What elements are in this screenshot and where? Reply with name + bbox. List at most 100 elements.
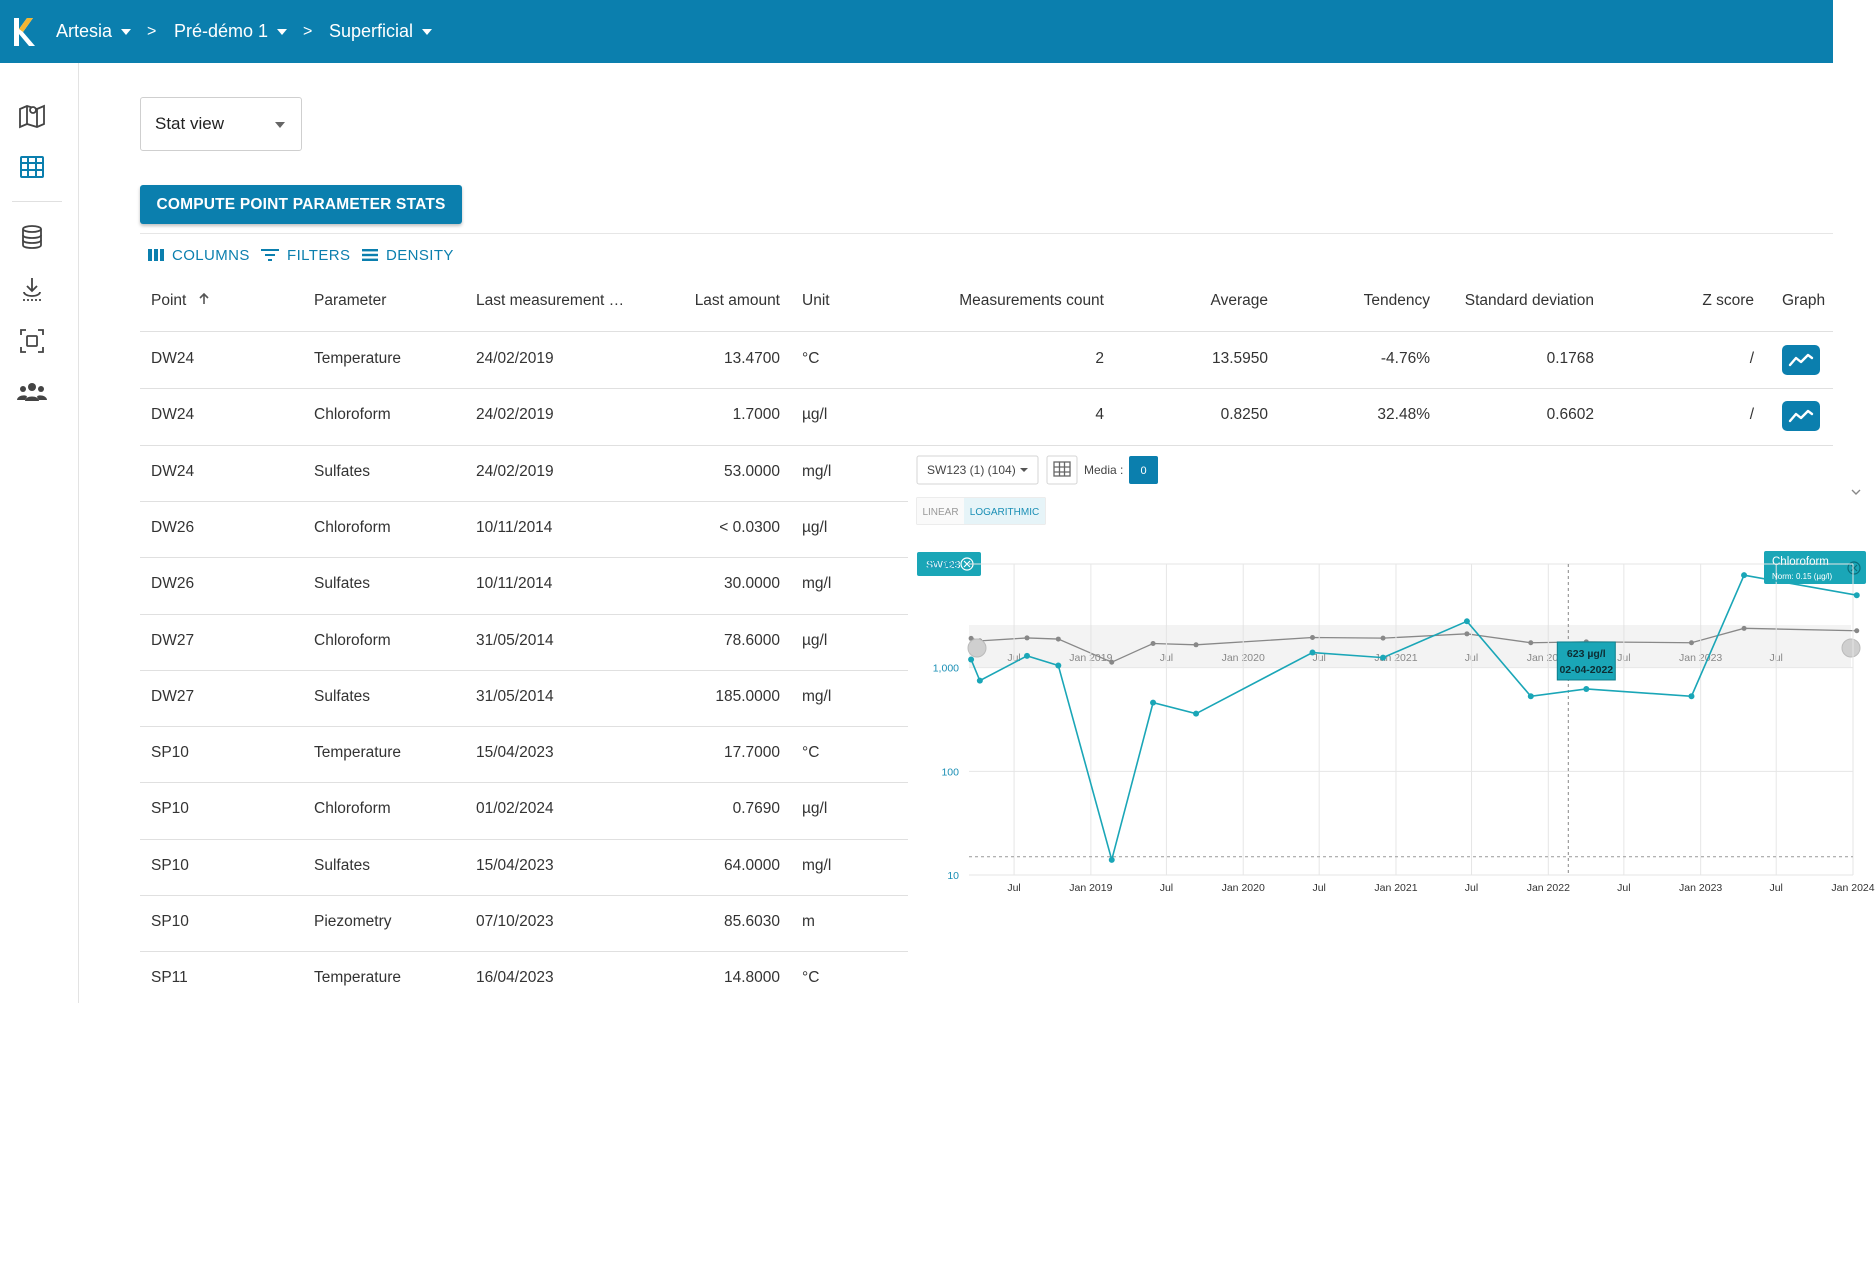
graph-button[interactable] — [1782, 401, 1820, 432]
breadcrumb-study[interactable]: Pré-démo 1 — [174, 0, 288, 63]
x-tick-label: Jan 2020 — [1222, 882, 1265, 894]
cell-point: DW24 — [151, 462, 195, 480]
map-icon[interactable] — [16, 99, 48, 131]
column-header-count[interactable]: Measurements count — [959, 292, 1104, 309]
chart-series — [968, 572, 1860, 863]
station-select[interactable]: SW123 (1) (104) — [916, 455, 1039, 485]
scale-log-button[interactable]: LOGARITHMIC — [964, 498, 1045, 524]
cell-average: 0.8250 — [1220, 406, 1268, 424]
breadcrumb-label: Artesia — [56, 21, 113, 41]
column-header-parameter[interactable]: Parameter — [314, 292, 387, 309]
breadcrumb-label: Pré-démo 1 — [174, 21, 269, 41]
cell-unit: mg/l — [802, 462, 832, 480]
cell-unit: m — [802, 913, 815, 930]
x-tick-label: Jan 2019 — [1069, 882, 1112, 894]
station-chip-label: SW123 — [926, 559, 961, 571]
station-chip[interactable]: SW123 — [917, 552, 981, 576]
cell-unit: mg/l — [802, 856, 832, 874]
graph-button[interactable] — [1782, 345, 1820, 375]
cell-parameter: Temperature — [314, 744, 402, 762]
filters-label: FILTERS — [287, 246, 351, 264]
cell-last-measurement: 15/04/2023 — [476, 744, 554, 762]
top-app-bar: Artesia > Pré-démo 1 > Superficial — [0, 0, 1833, 63]
cell-last-measurement: 24/02/2019 — [476, 350, 554, 367]
cell-point: SP10 — [151, 856, 189, 874]
collapse-chevron-icon[interactable] — [1851, 489, 1861, 495]
cell-last-measurement: 15/04/2023 — [476, 856, 554, 874]
sidebar — [0, 63, 79, 1003]
column-header-stddev[interactable]: Standard deviation — [1464, 292, 1594, 309]
column-header-tendency[interactable]: Tendency — [1363, 292, 1430, 309]
density-icon — [362, 249, 378, 261]
cell-unit: µg/l — [802, 406, 828, 424]
download-icon[interactable] — [16, 273, 48, 305]
y-tick-label: 1,000 — [933, 663, 959, 675]
navigator-point — [1109, 659, 1115, 665]
y-tick-label: 10 — [947, 870, 959, 882]
app-logo-icon[interactable] — [8, 12, 40, 52]
column-header-unit[interactable]: Unit — [802, 292, 830, 309]
data-point — [1024, 652, 1031, 659]
cell-last-amount: 78.6000 — [723, 631, 780, 649]
column-header-last-amount[interactable]: Last amount — [694, 292, 780, 309]
row-divider — [140, 726, 908, 727]
view-select[interactable]: Stat view — [140, 97, 302, 151]
cell-point: DW27 — [151, 631, 195, 649]
row-divider — [140, 557, 908, 558]
scale-linear-button[interactable]: LINEAR — [917, 498, 964, 524]
data-point — [1108, 856, 1115, 863]
x-tick-label: Jul — [1769, 882, 1782, 894]
x-tick-label: Jan 2021 — [1374, 882, 1417, 894]
parameter-chip[interactable]: Chloroform Norm: 0.15 (µg/l) — [1764, 551, 1866, 584]
selection-icon[interactable] — [16, 325, 48, 357]
media-count-badge[interactable]: 0 — [1129, 456, 1158, 484]
media-table-button[interactable] — [1046, 455, 1078, 485]
filters-button[interactable]: FILTERS — [261, 244, 350, 266]
header-divider — [140, 331, 1833, 332]
cell-unit: µg/l — [802, 800, 828, 818]
chevron-down-icon — [275, 122, 285, 128]
close-icon[interactable] — [1847, 561, 1861, 575]
cell-last-measurement: 01/02/2024 — [476, 800, 554, 818]
column-header-label: Point — [151, 292, 187, 309]
station-select-value: SW123 (1) (104) — [927, 463, 1016, 477]
x-tick-label: Jul — [1007, 882, 1020, 894]
cell-unit: µg/l — [802, 631, 828, 649]
database-icon[interactable] — [16, 221, 48, 253]
chart-gridlines — [969, 563, 1854, 876]
x-tick-label: Jan 2024 — [1831, 882, 1874, 894]
navigator-right-handle[interactable] — [1841, 638, 1861, 658]
columns-button[interactable]: COLUMNS — [148, 244, 250, 266]
chart-tooltip: 623 µg/l 02-04-2022 — [1556, 641, 1616, 681]
breadcrumb-network[interactable]: Superficial — [329, 0, 433, 63]
column-header-average[interactable]: Average — [1210, 292, 1268, 309]
cell-point: DW26 — [151, 575, 195, 593]
cell-last-amount: 0.7690 — [732, 800, 780, 818]
users-icon[interactable] — [16, 377, 48, 409]
x-tick-label: Jul — [1160, 882, 1173, 894]
compute-stats-button[interactable]: COMPUTE POINT PARAMETER STATS — [140, 185, 462, 224]
navigator-left-handle[interactable] — [967, 638, 987, 658]
row-divider — [140, 895, 908, 896]
cell-last-measurement: 24/02/2019 — [476, 406, 554, 424]
filter-icon — [261, 249, 279, 261]
scale-log-label: LOGARITHMIC — [970, 507, 1039, 518]
density-button[interactable]: DENSITY — [362, 244, 454, 266]
x-tick-label: Jan 2023 — [1679, 882, 1722, 894]
column-header-last-measurement[interactable]: Last measurement … — [476, 292, 625, 309]
column-header-point[interactable]: Point — [151, 292, 211, 310]
chevron-down-icon — [422, 28, 433, 35]
x-tick-label: Jan 2022 — [1527, 882, 1570, 894]
cell-last-measurement: 10/11/2014 — [476, 575, 553, 593]
cell-parameter: Temperature — [314, 350, 402, 367]
table-icon[interactable] — [16, 151, 48, 183]
cell-point: DW24 — [151, 350, 195, 367]
cell-zscore: / — [1749, 406, 1754, 424]
row-divider — [140, 445, 1833, 446]
breadcrumb-project[interactable]: Artesia — [56, 0, 132, 63]
y-tick-label: 100 — [941, 766, 959, 778]
chevron-down-icon — [121, 28, 132, 35]
cell-point: SP11 — [151, 969, 188, 987]
parameter-chip-norm: Norm: 0.15 (µg/l) — [1772, 572, 1833, 581]
column-header-zscore[interactable]: Z score — [1702, 292, 1754, 309]
